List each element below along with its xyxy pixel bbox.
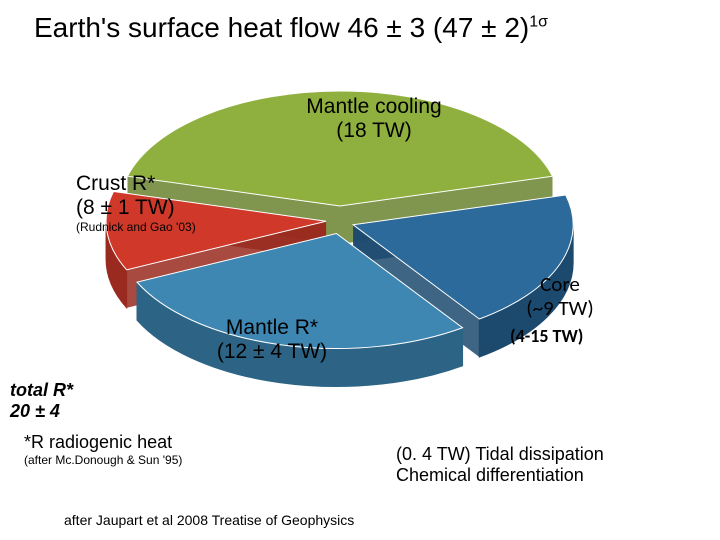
slice-label-crust: Crust R* (8 ± 1 TW)	[76, 172, 175, 220]
slice-sublabel-core: (4-15 TW)	[510, 326, 583, 347]
label-value: (18 TW)	[336, 119, 411, 142]
slice-label-core: Core (~9 TW)	[490, 272, 630, 320]
label-text: Crust R*	[76, 172, 155, 195]
label-text: Core	[540, 271, 580, 297]
label-value: (8 ± 1 TW)	[76, 196, 175, 219]
radiogenic-note: *R radiogenic heat	[24, 432, 172, 453]
tidal-note: (0. 4 TW) Tidal dissipationChemical diff…	[396, 444, 604, 485]
title-text: Earth's surface heat flow 46 ± 3 (47 ± 2…	[34, 12, 529, 43]
slice-sublabel-crust: (Rudnick and Gao '03)	[76, 221, 196, 235]
slice-label-mantle-cooling: Mantle cooling (18 TW)	[284, 95, 464, 143]
radiogenic-subnote: (after Mc.Donough & Sun '95)	[24, 454, 182, 468]
credit-footer: after Jaupart et al 2008 Treatise of Geo…	[64, 512, 354, 528]
label-value: (12 ± 4 TW)	[217, 340, 327, 363]
title-superscript: 1σ	[529, 14, 548, 31]
slice-label-mantle-r: Mantle R* (12 ± 4 TW)	[192, 316, 352, 364]
label-value: (~9 TW)	[526, 295, 594, 321]
label-text: Mantle cooling	[306, 95, 441, 118]
slide: Earth's surface heat flow 46 ± 3 (47 ± 2…	[0, 0, 720, 540]
label-text: Mantle R*	[226, 316, 318, 339]
total-r-annotation: total R*20 ± 4	[10, 380, 73, 421]
page-title: Earth's surface heat flow 46 ± 3 (47 ± 2…	[34, 12, 548, 44]
